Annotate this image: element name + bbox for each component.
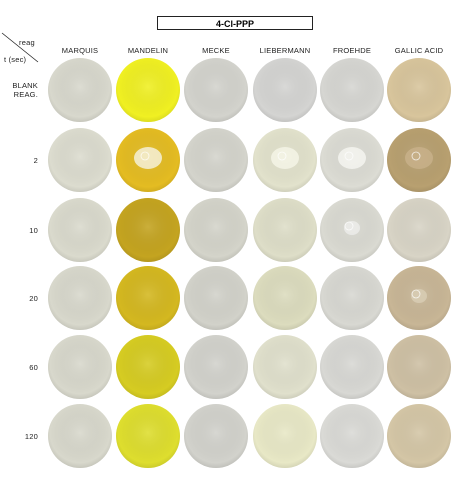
column-header: MECKE xyxy=(202,46,230,55)
well-shading xyxy=(184,335,248,399)
well-shading xyxy=(320,266,384,330)
row-label: 2 xyxy=(33,156,38,165)
well-shading xyxy=(184,128,248,192)
well-shading xyxy=(184,404,248,468)
well-shading xyxy=(184,58,248,122)
well-shading xyxy=(253,58,317,122)
bubble xyxy=(411,289,421,299)
corner-diagonal xyxy=(1,32,39,63)
well-shading xyxy=(320,404,384,468)
well-shading xyxy=(184,266,248,330)
row-label: 20 xyxy=(29,294,38,303)
precipitate xyxy=(411,289,427,303)
column-header: LIEBERMANN xyxy=(259,46,311,55)
well-shading xyxy=(48,128,112,192)
well-shading xyxy=(116,198,180,262)
well-shading xyxy=(48,198,112,262)
well-shading xyxy=(116,58,180,122)
well-shading xyxy=(320,58,384,122)
well-shading xyxy=(253,198,317,262)
well-shading xyxy=(387,198,451,262)
well-shading xyxy=(320,335,384,399)
precipitate xyxy=(338,147,366,169)
well-shading xyxy=(253,335,317,399)
precipitate xyxy=(271,147,299,169)
column-header: MARQUIS xyxy=(61,46,99,55)
well-shading xyxy=(387,58,451,122)
well-shading xyxy=(387,335,451,399)
row-label: 60 xyxy=(29,363,38,372)
well-shading xyxy=(253,404,317,468)
bubble xyxy=(411,151,421,161)
column-header: MANDELIN xyxy=(127,46,169,55)
well-shading xyxy=(116,404,180,468)
row-label: 120 xyxy=(24,432,38,441)
bubble xyxy=(344,221,354,231)
column-header: FROEHDE xyxy=(332,46,372,55)
well-shading xyxy=(48,335,112,399)
well-shading xyxy=(116,266,180,330)
row-label: BLANK REAG. xyxy=(12,81,38,99)
bubble xyxy=(277,151,287,161)
well-shading xyxy=(48,266,112,330)
well-shading xyxy=(48,404,112,468)
well-shading xyxy=(48,58,112,122)
precipitate xyxy=(134,147,162,169)
corner-top: reag xyxy=(19,38,35,47)
well-shading xyxy=(184,198,248,262)
well-shading xyxy=(253,266,317,330)
column-header: GALLIC ACID xyxy=(394,46,444,55)
well-shading xyxy=(116,335,180,399)
well-shading xyxy=(387,404,451,468)
bubble xyxy=(140,151,150,161)
corner-bottom: t (sec) xyxy=(4,55,27,64)
title: 4-Cl-PPP xyxy=(157,16,313,30)
bubble xyxy=(344,151,354,161)
row-label: 10 xyxy=(29,226,38,235)
precipitate xyxy=(344,221,360,235)
precipitate xyxy=(405,147,433,169)
